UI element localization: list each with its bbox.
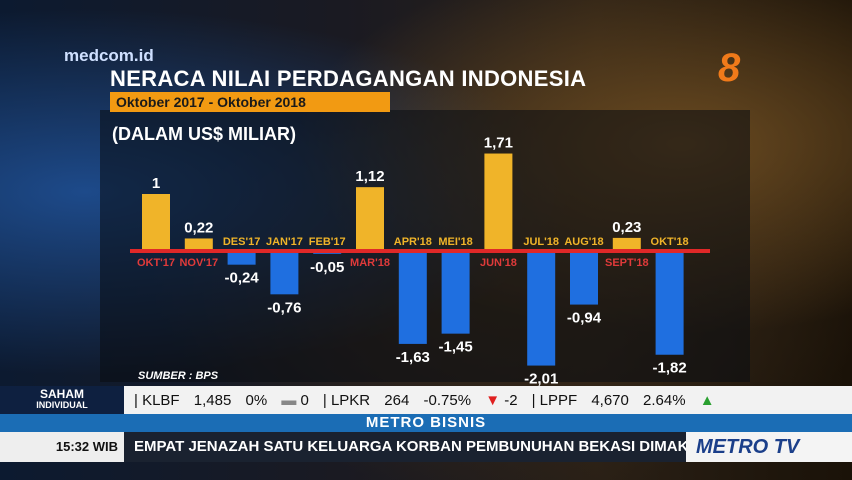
bar xyxy=(484,153,513,251)
bar xyxy=(570,251,598,305)
bar xyxy=(398,251,427,344)
bar xyxy=(184,238,213,251)
value-label: -2,01 xyxy=(524,371,558,388)
category-label: OKT'18 xyxy=(651,236,689,248)
category-label: DES'17 xyxy=(223,236,260,248)
bar xyxy=(655,251,684,355)
category-label: AUG'18 xyxy=(564,236,603,248)
value-label: -0,94 xyxy=(567,310,602,327)
value-label: 0,23 xyxy=(612,219,641,236)
flat-dash-icon: ▬ xyxy=(281,391,301,409)
down-arrow-icon: ▼ xyxy=(485,391,505,409)
category-label: OKT'17 xyxy=(137,257,175,269)
value-label: 1 xyxy=(152,175,160,192)
category-label: SEPT'18 xyxy=(605,257,649,269)
up-arrow-icon: ▲ xyxy=(699,391,715,409)
bar xyxy=(270,251,299,295)
category-label: JUL'18 xyxy=(523,236,559,248)
category-label: JAN'17 xyxy=(266,236,303,248)
value-label: 1,12 xyxy=(355,168,384,185)
value-label: -1,45 xyxy=(438,339,472,356)
category-label: NOV'17 xyxy=(179,257,218,269)
chart-unit: (DALAM US$ MILIAR) xyxy=(112,124,296,144)
headline: EMPAT JENAZAH SATU KELUARGA KORBAN PEMBU… xyxy=(124,432,686,462)
ticker-item: | LPKR 264 -0.75% ▼ -2 xyxy=(322,391,518,409)
category-label: MAR'18 xyxy=(350,257,390,269)
ticker-items: | KLBF 1,485 0% ▬ 0 | LPKR 264 -0.75% ▼ -… xyxy=(124,392,715,409)
value-label: -1,82 xyxy=(652,360,686,377)
bar xyxy=(441,251,470,334)
zero-line xyxy=(130,249,710,253)
value-label: 0,22 xyxy=(184,219,213,236)
metrotv-logo: METRO TV xyxy=(686,432,852,462)
ticker-label: SAHAM INDIVIDUAL xyxy=(0,386,124,414)
category-label: MEI'18 xyxy=(438,236,472,248)
chart-subtitle: Oktober 2017 - Oktober 2018 xyxy=(110,92,390,112)
bar xyxy=(612,237,641,251)
channel-logo: 8 xyxy=(718,46,741,90)
bar xyxy=(142,194,170,251)
bar xyxy=(227,251,256,265)
category-label: JUN'18 xyxy=(480,257,517,269)
program-name: METRO BISNIS xyxy=(0,414,852,432)
category-label: APR'18 xyxy=(394,236,432,248)
category-label: FEB'17 xyxy=(309,236,346,248)
value-label: -0,24 xyxy=(224,270,259,287)
stock-ticker: SAHAM INDIVIDUAL | KLBF 1,485 0% ▬ 0 | LPK… xyxy=(0,386,852,414)
ticker-item: | LPPF 4,670 2.64% ▲ xyxy=(531,391,715,409)
chart-title: NERACA NILAI PERDAGANGAN INDONESIA xyxy=(110,66,587,91)
value-label: -0,05 xyxy=(310,259,344,276)
value-label: 1,71 xyxy=(484,135,513,152)
news-bar: 15:32 WIB EMPAT JENAZAH SATU KELUARGA KO… xyxy=(0,432,852,462)
value-label: -1,63 xyxy=(396,349,430,366)
clock: 15:32 WIB xyxy=(0,432,124,462)
ticker-item: | KLBF 1,485 0% ▬ 0 xyxy=(134,391,309,409)
medcom-logo: medcom.id xyxy=(64,46,154,65)
value-label: -0,76 xyxy=(267,299,301,316)
bar xyxy=(527,251,556,366)
chart-source: SUMBER : BPS xyxy=(138,370,219,382)
bar xyxy=(356,187,384,251)
